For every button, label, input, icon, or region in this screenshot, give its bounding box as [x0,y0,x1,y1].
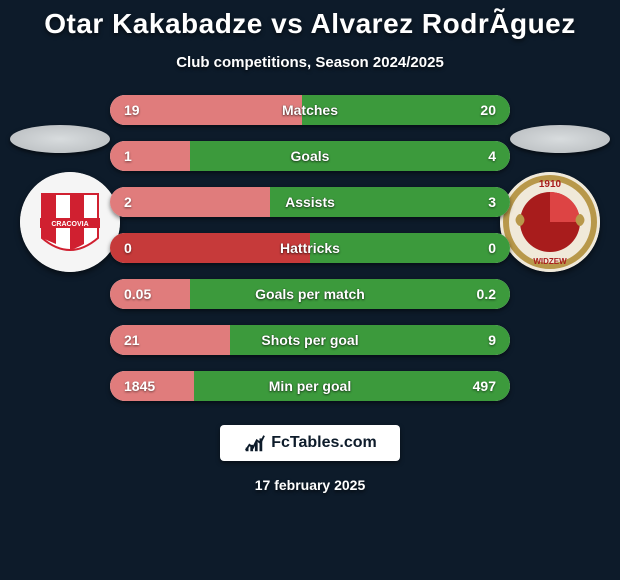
page-title: Otar Kakabadze vs Alvarez RodrÃ­guez [0,0,620,40]
svg-text:1910: 1910 [539,179,562,190]
player-left-ellipse [10,125,110,153]
stats-container: 1920Matches 14Goals 23Assists 00Hattricks 0.… [110,95,510,401]
stat-row: 0.050.2Goals per match [110,279,510,309]
cracovia-crest-icon: CRACOVIA [20,172,120,272]
stat-row: 219Shots per goal [110,325,510,355]
footer-date: 17 february 2025 [0,477,620,493]
club-badge-right: 1910 WIDZEW [500,172,600,272]
stat-label: Shots per goal [110,325,510,355]
stat-label: Assists [110,187,510,217]
stat-row: 1920Matches [110,95,510,125]
svg-text:WIDZEW: WIDZEW [533,257,567,266]
stat-label: Min per goal [110,371,510,401]
fctables-label: FcTables.com [271,434,377,452]
stat-label: Goals per match [110,279,510,309]
page-subtitle: Club competitions, Season 2024/2025 [0,54,620,71]
widzew-crest-icon: 1910 WIDZEW [500,172,600,272]
fctables-branding: FcTables.com [220,425,400,461]
stat-row: 23Assists [110,187,510,217]
stat-row: 1845497Min per goal [110,371,510,401]
stat-row: 14Goals [110,141,510,171]
svg-text:CRACOVIA: CRACOVIA [51,221,88,228]
stat-label: Hattricks [110,233,510,263]
stat-row: 00Hattricks [110,233,510,263]
chart-icon [243,432,265,454]
club-badge-left: CRACOVIA [20,172,120,272]
stat-label: Matches [110,95,510,125]
player-right-ellipse [510,125,610,153]
stat-label: Goals [110,141,510,171]
